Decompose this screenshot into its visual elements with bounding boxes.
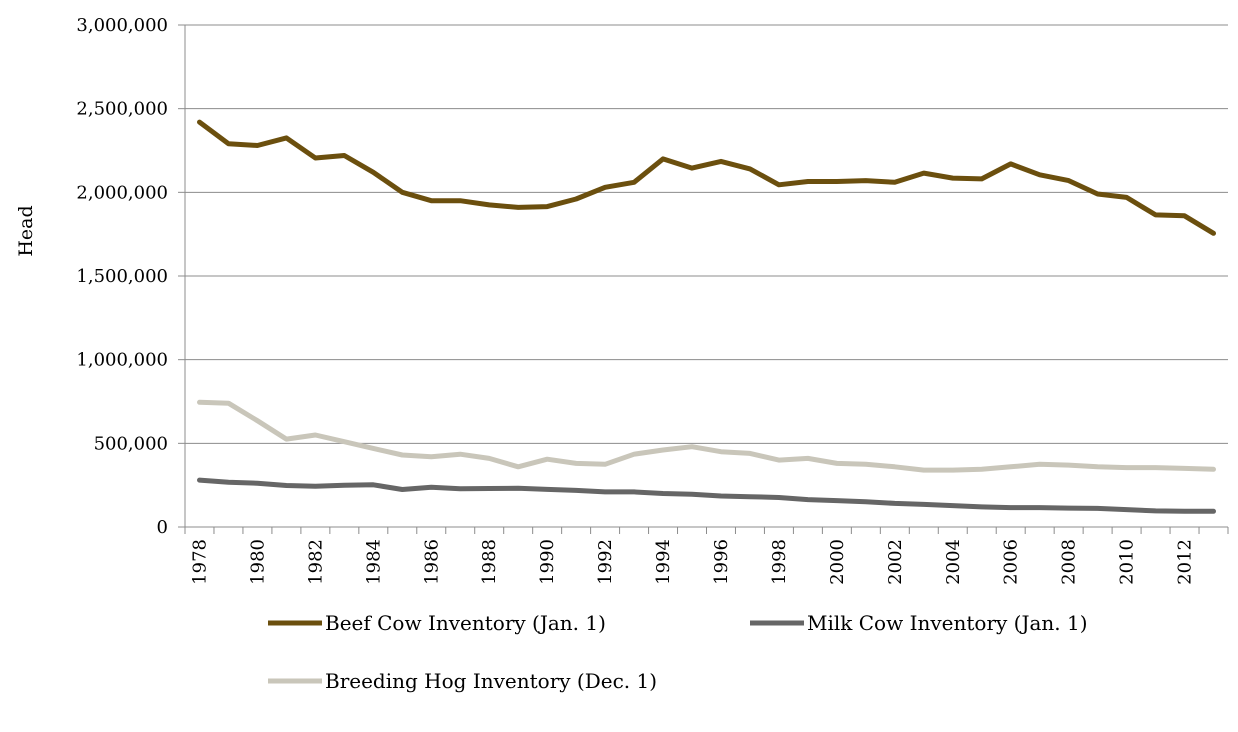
x-tick-label: 2012 xyxy=(1175,539,1196,585)
y-axis-title: Head xyxy=(15,205,37,256)
y-tick-label: 1,500,000 xyxy=(76,266,168,287)
series-0 xyxy=(197,119,1216,236)
x-tick-label: 2002 xyxy=(885,539,906,585)
y-tick-label: 2,000,000 xyxy=(76,182,168,203)
x-tick-label: 1998 xyxy=(769,539,790,585)
x-tick-label: 1994 xyxy=(653,539,674,585)
series-line xyxy=(197,477,1216,514)
series-line xyxy=(197,399,1216,473)
y-tick-label: 500,000 xyxy=(94,433,168,454)
legend-label: Breeding Hog Inventory (Dec. 1) xyxy=(325,669,657,693)
x-tick-label: 1988 xyxy=(479,539,500,585)
series-2 xyxy=(197,399,1216,473)
x-tick-label: 1986 xyxy=(421,539,442,585)
x-tick-label: 2008 xyxy=(1059,539,1080,585)
y-tick-label: 2,500,000 xyxy=(76,99,168,120)
x-tick-label: 1984 xyxy=(363,539,384,585)
x-tick-label: 2000 xyxy=(827,539,848,585)
x-tick-label: 2010 xyxy=(1117,539,1138,585)
y-axis-ticks: 0 500,000 1,000,000 1,500,000 2,000,000 2,500… xyxy=(76,15,185,538)
data-series xyxy=(197,119,1216,514)
legend-item: Milk Cow Inventory (Jan. 1) xyxy=(750,611,1088,635)
legend-label: Milk Cow Inventory (Jan. 1) xyxy=(807,611,1088,635)
y-tick-label: 1,000,000 xyxy=(76,350,168,371)
x-tick-label: 1980 xyxy=(247,539,268,585)
legend: Beef Cow Inventory (Jan. 1) Milk Cow Inve… xyxy=(268,611,1088,693)
legend-label: Beef Cow Inventory (Jan. 1) xyxy=(325,611,606,635)
x-tick-label: 1982 xyxy=(305,539,326,585)
legend-item: Beef Cow Inventory (Jan. 1) xyxy=(268,611,606,635)
series-line xyxy=(197,119,1216,236)
x-tick-label: 1978 xyxy=(189,539,210,585)
x-tick-label: 1990 xyxy=(537,539,558,585)
y-tick-label: 3,000,000 xyxy=(76,15,168,36)
y-tick-label: 0 xyxy=(157,517,168,538)
x-axis-ticks: 1978 1980 1982 1984 1986 1988 1990 1992 1994 1996… xyxy=(184,527,1229,585)
legend-item: Breeding Hog Inventory (Dec. 1) xyxy=(268,669,657,693)
x-tick-label: 2004 xyxy=(943,539,964,585)
series-1 xyxy=(197,477,1216,514)
x-tick-label: 1996 xyxy=(711,539,732,585)
x-tick-label: 2006 xyxy=(1001,539,1022,585)
grid-lines xyxy=(185,24,1228,444)
x-tick-label: 1992 xyxy=(595,539,616,585)
